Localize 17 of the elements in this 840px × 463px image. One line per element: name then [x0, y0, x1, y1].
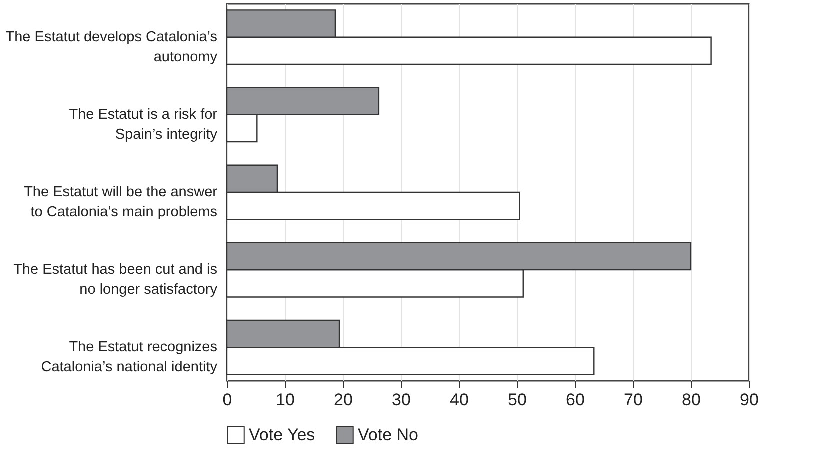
- x-tick-label: 60: [566, 390, 585, 410]
- legend-label: Vote Yes: [249, 425, 316, 444]
- x-tick-label: 50: [508, 390, 527, 410]
- y-tick-label: The Estatut is a risk for Spain’s integrity: [69, 106, 218, 143]
- y-tick-label: The Estatut recognizes Catalonia’s national identity: [41, 340, 218, 376]
- y-tick-label: The Estatut will be the answer to Catalonia’s main problems: [24, 184, 218, 220]
- legend-label: Vote No: [358, 425, 418, 444]
- x-tick-label: 20: [334, 390, 353, 410]
- y-tick-label: The Estatut has been cut and is no longer satisfactory: [14, 262, 218, 298]
- x-tick-label: 0: [222, 390, 232, 410]
- x-tick-label: 80: [682, 390, 701, 410]
- x-tick-label: 30: [392, 390, 411, 410]
- x-tick-label: 70: [624, 390, 643, 410]
- x-tick-label: 40: [450, 390, 469, 410]
- x-tick-label: 90: [740, 390, 759, 410]
- y-tick-label: The Estatut develops Catalonia’s autonomy: [6, 29, 218, 66]
- x-tick-label: 10: [276, 390, 295, 410]
